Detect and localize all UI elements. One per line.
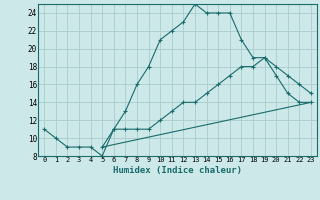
- X-axis label: Humidex (Indice chaleur): Humidex (Indice chaleur): [113, 166, 242, 175]
